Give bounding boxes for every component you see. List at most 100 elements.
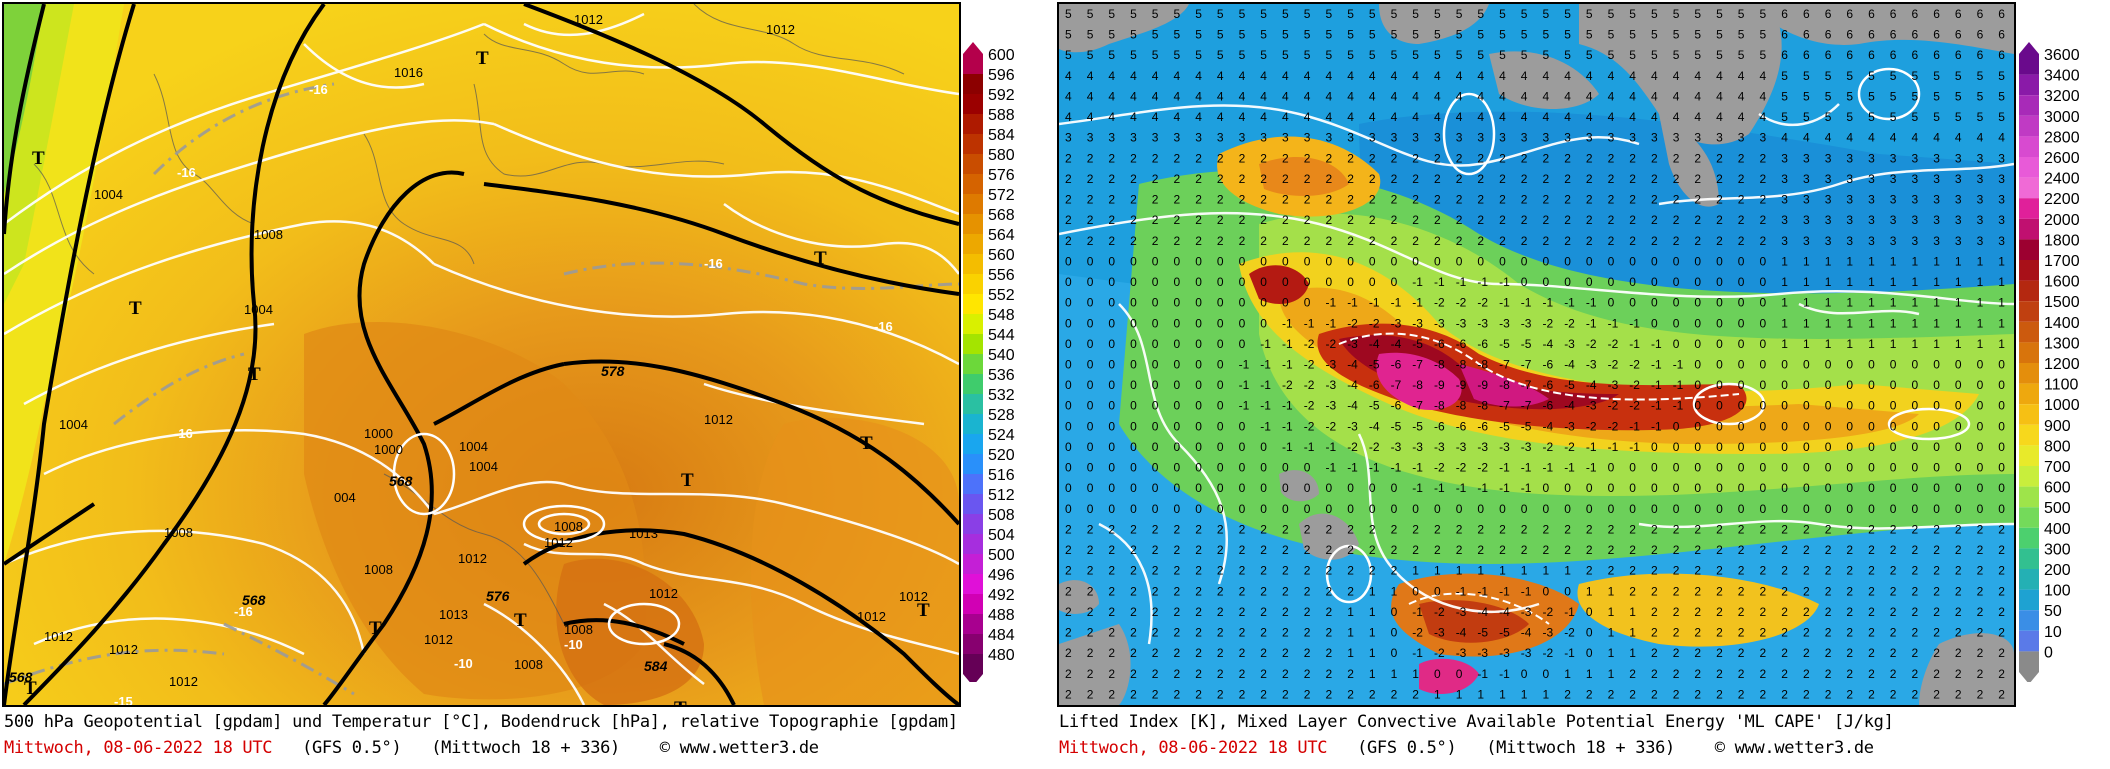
lifted-index-value: 5 xyxy=(1282,7,1289,21)
lifted-index-value: 3 xyxy=(1825,193,1832,207)
lifted-index-value: 0 xyxy=(1716,399,1723,413)
lifted-index-value: 3 xyxy=(1412,131,1419,145)
lifted-index-value: -3 xyxy=(1564,419,1575,433)
lifted-index-value: -2 xyxy=(1369,440,1380,454)
lifted-index-value: 5 xyxy=(1130,7,1137,21)
lifted-index-value: -3 xyxy=(1412,316,1423,330)
lifted-index-value: 0 xyxy=(1846,481,1853,495)
lifted-index-value: 2 xyxy=(1955,584,1962,598)
lifted-index-value: 3 xyxy=(1868,172,1875,186)
cape-legend-tick-label: 3200 xyxy=(2044,88,2080,105)
lifted-index-value: 2 xyxy=(1477,213,1484,227)
legend-swatch xyxy=(963,254,983,274)
lifted-index-value: 0 xyxy=(1868,419,1875,433)
cape-legend-tick-label: 1200 xyxy=(2044,356,2080,373)
lifted-index-value: 5 xyxy=(1347,48,1354,62)
lifted-index-value: 2 xyxy=(1456,193,1463,207)
lifted-index-value: 6 xyxy=(1868,28,1875,42)
lifted-index-value: 0 xyxy=(1087,419,1094,433)
lifted-index-value: 3 xyxy=(1803,213,1810,227)
lifted-index-value: 1 xyxy=(1629,605,1636,619)
lifted-index-value: 0 xyxy=(1217,275,1224,289)
lifted-index-value: 0 xyxy=(1694,419,1701,433)
lifted-index-value: 2 xyxy=(1651,605,1658,619)
lifted-index-value: 1 xyxy=(1434,687,1441,701)
lifted-index-value: 2 xyxy=(1391,234,1398,248)
lifted-index-value: 5 xyxy=(1065,28,1072,42)
lifted-index-value: 1 xyxy=(1412,564,1419,578)
lifted-index-value: 4 xyxy=(1543,90,1550,104)
lifted-index-value: -1 xyxy=(1499,481,1510,495)
lifted-index-value: 0 xyxy=(1586,646,1593,660)
lifted-index-value: 1 xyxy=(1977,337,1984,351)
lifted-index-value: -7 xyxy=(1521,358,1532,372)
lifted-index-value: 0 xyxy=(1195,481,1202,495)
lifted-index-value: 5 xyxy=(1239,48,1246,62)
lifted-index-value: 2 xyxy=(1412,151,1419,165)
lifted-index-value: 0 xyxy=(1651,440,1658,454)
lifted-index-value: 0 xyxy=(1890,481,1897,495)
lifted-index-value: 2 xyxy=(1108,584,1115,598)
lifted-index-value: 0 xyxy=(1412,584,1419,598)
lifted-index-value: 0 xyxy=(1564,275,1571,289)
lifted-index-value: 0 xyxy=(1543,667,1550,681)
lifted-index-value: 0 xyxy=(1152,254,1159,268)
lifted-index-value: 0 xyxy=(1521,667,1528,681)
lifted-index-value: 0 xyxy=(1108,337,1115,351)
lifted-index-value: 2 xyxy=(1912,605,1919,619)
cape-legend-tick-label: 3000 xyxy=(2044,109,2080,126)
cape-legend-tick-label: 1700 xyxy=(2044,253,2080,270)
lifted-index-value: 0 xyxy=(1130,461,1137,475)
geopotential-legend-tick-label: 564 xyxy=(988,227,1015,244)
lifted-index-value: 0 xyxy=(1521,275,1528,289)
geopotential-legend-tick-label: 552 xyxy=(988,287,1015,304)
lifted-index-value: -1 xyxy=(1456,275,1467,289)
lifted-index-value: 5 xyxy=(1781,69,1788,83)
lifted-index-value: 0 xyxy=(1174,275,1181,289)
lifted-index-value: 5 xyxy=(1564,48,1571,62)
lifted-index-value: 5 xyxy=(1282,28,1289,42)
lifted-index-value: 2 xyxy=(1065,646,1072,660)
lifted-index-value: 1 xyxy=(1347,646,1354,660)
lifted-index-value: 0 xyxy=(1760,502,1767,516)
lifted-index-value: -1 xyxy=(1521,481,1532,495)
lifted-index-value: 2 xyxy=(1825,646,1832,660)
lifted-index-value: -2 xyxy=(1304,378,1315,392)
lifted-index-value: 1 xyxy=(1998,337,2005,351)
lifted-index-value: 2 xyxy=(1760,151,1767,165)
lifted-index-value: 2 xyxy=(1195,522,1202,536)
lifted-index-value: 2 xyxy=(1477,172,1484,186)
lifted-index-value: 0 xyxy=(1933,502,1940,516)
lifted-index-value: -3 xyxy=(1456,316,1467,330)
lifted-index-value: 3 xyxy=(1912,151,1919,165)
lifted-index-value: 0 xyxy=(1803,358,1810,372)
lifted-index-value: 1 xyxy=(1998,254,2005,268)
lifted-index-value: 2 xyxy=(1108,213,1115,227)
lifted-index-value: 6 xyxy=(1912,28,1919,42)
lifted-index-value: 0 xyxy=(1065,399,1072,413)
lifted-index-value: 2 xyxy=(1174,584,1181,598)
lifted-index-value: 2 xyxy=(1955,543,1962,557)
lifted-index-value: 0 xyxy=(1282,502,1289,516)
lifted-index-value: 2 xyxy=(1868,687,1875,701)
lifted-index-value: 4 xyxy=(1152,110,1159,124)
lifted-index-value: 2 xyxy=(1586,564,1593,578)
geopotential-legend-tick-label: 520 xyxy=(988,447,1015,464)
lifted-index-value: 2 xyxy=(1694,193,1701,207)
lifted-index-value: 3 xyxy=(1326,131,1333,145)
lifted-index-value: 2 xyxy=(1130,646,1137,660)
lifted-index-value: -1 xyxy=(1629,337,1640,351)
lifted-index-value: 5 xyxy=(1673,28,1680,42)
lifted-index-value: 5 xyxy=(1586,7,1593,21)
lifted-index-value: 0 xyxy=(1174,296,1181,310)
lifted-index-value: 2 xyxy=(1651,584,1658,598)
lifted-index-value: -9 xyxy=(1456,378,1467,392)
lifted-index-value: 4 xyxy=(1282,110,1289,124)
geopotential-legend-tick-label: 536 xyxy=(988,367,1015,384)
lifted-index-value: 2 xyxy=(1781,667,1788,681)
lifted-index-value: -3 xyxy=(1434,626,1445,640)
lifted-index-value: 0 xyxy=(1217,378,1224,392)
lifted-index-value: 1 xyxy=(1369,667,1376,681)
legend-swatch xyxy=(963,534,983,554)
lifted-index-value: -2 xyxy=(1608,337,1619,351)
